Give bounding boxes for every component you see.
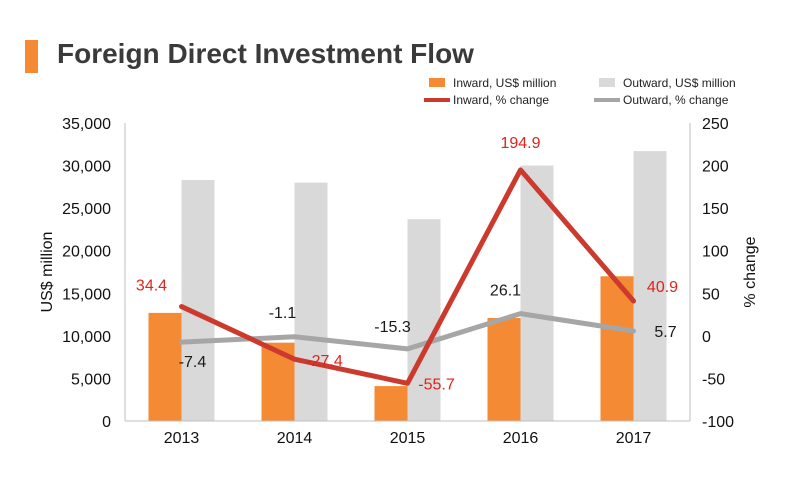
data-label-inward-2016: 194.9 (500, 135, 540, 152)
line-inward-change (179, 167, 636, 386)
data-label-inward-2013: 34.4 (136, 278, 167, 295)
x-tick-label-2016: 2016 (503, 430, 539, 447)
line-outward-change (179, 311, 636, 352)
y-tick-label-5: 25,000 (62, 201, 111, 218)
y2-tick-label-4: 100 (702, 244, 729, 261)
data-label-outward-2014: -1.1 (269, 305, 297, 322)
data-label-outward-2013: -7.4 (179, 354, 207, 371)
bar-outward-2017 (633, 151, 667, 421)
bar-outward-2014 (294, 182, 328, 421)
data-label-outward-2015: -15.3 (374, 319, 411, 336)
bar-inward-2013 (148, 312, 182, 421)
data-label-inward-2017: 40.9 (647, 279, 678, 296)
legend-label-2: Inward, % change (453, 93, 549, 107)
y-tick-label-7: 35,000 (62, 116, 111, 133)
y-tick-label-4: 20,000 (62, 244, 111, 261)
x-tick-label-2017: 2017 (616, 430, 652, 447)
data-label-outward-2016: 26.1 (490, 283, 521, 300)
y-tick-label-3: 15,000 (62, 286, 111, 303)
y2-tick-label-3: 50 (702, 286, 720, 303)
legend-label-1: Outward, US$ million (623, 76, 736, 90)
bar-inward-2015 (374, 386, 408, 421)
y2-tick-label-2: 0 (702, 329, 711, 346)
x-tick-label-2013: 2013 (164, 430, 200, 447)
chart-title: Foreign Direct Investment Flow (57, 38, 474, 69)
y-tick-label-0: 0 (102, 414, 111, 431)
bar-outward-2016 (520, 165, 554, 421)
y2-tick-label-0: -100 (702, 414, 734, 431)
y-tick-label-6: 30,000 (62, 159, 111, 176)
y2-tick-label-7: 250 (702, 116, 729, 133)
y2-tick-label-1: -50 (702, 371, 725, 388)
title-accent-bar (25, 40, 38, 73)
y2-axis-title: % change (742, 236, 759, 307)
x-tick-label-2014: 2014 (277, 430, 313, 447)
y-tick-label-1: 5,000 (71, 371, 111, 388)
x-tick-label-2015: 2015 (390, 430, 426, 447)
y2-tick-label-5: 150 (702, 201, 729, 218)
legend-swatch-1 (599, 78, 615, 87)
y-axis-title: US$ million (39, 232, 56, 313)
data-label-outward-2017: 5.7 (654, 324, 676, 341)
bar-outward-2013 (181, 180, 215, 421)
bar-inward-2017 (600, 276, 634, 421)
data-label-inward-2015: -55.7 (418, 376, 455, 393)
legend-label-0: Inward, US$ million (453, 76, 556, 90)
legend-label-3: Outward, % change (623, 93, 729, 107)
bar-outward-2015 (407, 219, 441, 421)
y-tick-label-2: 10,000 (62, 329, 111, 346)
data-label-inward-2014: -27.4 (306, 353, 343, 370)
legend-swatch-0 (429, 78, 445, 87)
y2-tick-label-6: 200 (702, 159, 729, 176)
bar-inward-2016 (487, 317, 521, 421)
